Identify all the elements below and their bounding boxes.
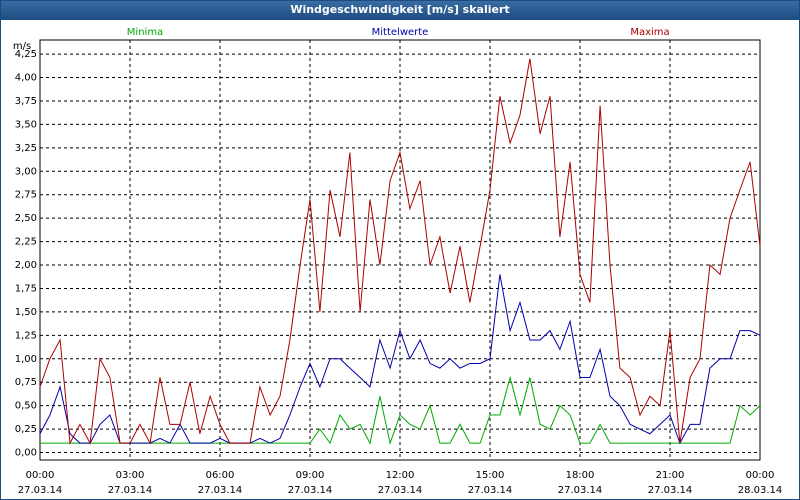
series-line — [39, 58, 761, 445]
x-tick-label: 03:00 — [116, 470, 145, 481]
legend-label: Minima — [127, 27, 163, 38]
y-axis-unit: m/s — [13, 41, 31, 52]
x-tick-date: 28.03.14 — [738, 485, 783, 496]
y-tick-label: 1,00 — [15, 354, 37, 365]
y-tick-label: 3,50 — [15, 119, 37, 130]
title-bar — [0, 0, 800, 20]
y-tick-label: 4,00 — [15, 73, 37, 84]
x-tick-label: 00:00 — [26, 470, 55, 481]
x-tick-label: 21:00 — [656, 470, 685, 481]
y-tick-label: 2,25 — [15, 237, 37, 248]
legend-label: Maxima — [630, 27, 669, 38]
series-line — [40, 375, 761, 445]
x-tick-label: 12:00 — [386, 470, 415, 481]
y-tick-label: 4,25 — [15, 49, 37, 60]
chart-title: Windgeschwindigkeit [m/s] skaliert — [290, 3, 509, 16]
x-tick-date: 27.03.14 — [198, 485, 243, 496]
x-tick-label: 06:00 — [206, 470, 235, 481]
x-tick-label: 09:00 — [296, 470, 325, 481]
y-tick-label: 1,75 — [15, 283, 37, 294]
x-tick-label: 00:00 — [746, 470, 775, 481]
x-tick-label: 15:00 — [476, 470, 505, 481]
y-tick-label: 0,75 — [15, 377, 37, 388]
x-tick-date: 27.03.14 — [558, 485, 603, 496]
y-tick-label: 0,25 — [15, 424, 37, 435]
y-tick-label: 2,75 — [15, 190, 37, 201]
x-tick-label: 18:00 — [566, 470, 595, 481]
y-tick-label: 3,75 — [15, 96, 37, 107]
x-tick-date: 27.03.14 — [648, 485, 693, 496]
y-tick-label: 2,00 — [15, 260, 37, 271]
x-tick-date: 27.03.14 — [18, 485, 63, 496]
x-tick-date: 27.03.14 — [378, 485, 423, 496]
y-tick-label: 1,25 — [15, 330, 37, 341]
x-tick-date: 27.03.14 — [288, 485, 333, 496]
x-tick-date: 27.03.14 — [468, 485, 513, 496]
y-tick-label: 3,25 — [15, 143, 37, 154]
y-tick-label: 3,00 — [15, 166, 37, 177]
series-line — [39, 274, 761, 445]
x-tick-date: 27.03.14 — [108, 485, 153, 496]
y-tick-label: 0,50 — [15, 401, 37, 412]
y-tick-label: 2,50 — [15, 213, 37, 224]
legend-label: Mittelwerte — [372, 27, 429, 38]
y-tick-label: 1,50 — [15, 307, 37, 318]
y-tick-label: 0,00 — [15, 448, 37, 459]
